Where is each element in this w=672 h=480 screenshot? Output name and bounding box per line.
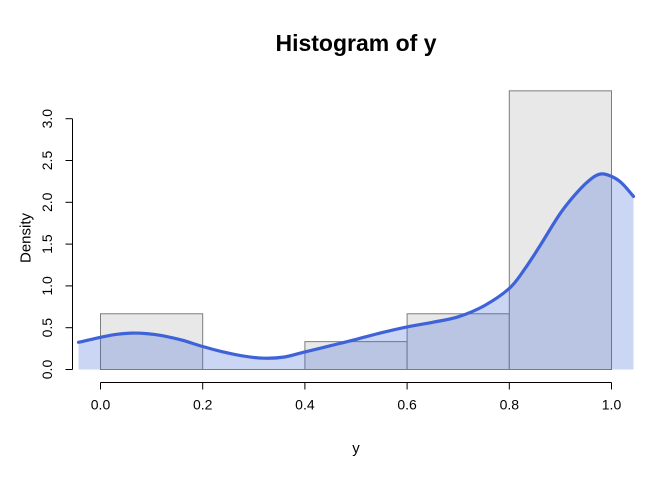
y-tick-label: 1.0 (39, 276, 55, 296)
x-tick-label: 1.0 (602, 397, 622, 413)
x-tick-label: 0.4 (295, 397, 315, 413)
y-tick-label: 0.0 (39, 360, 55, 380)
density-fill (78, 173, 634, 370)
x-tick-label: 0.2 (193, 397, 213, 413)
density-curve (76, 172, 636, 360)
x-tick-label: 0.0 (91, 397, 111, 413)
chart-title: Histogram of y (275, 30, 437, 56)
y-tick-label: 2.5 (39, 151, 55, 171)
y-tick-label: 2.0 (39, 192, 55, 212)
histogram-bar (508, 90, 612, 370)
y-tick-label: 3.0 (39, 109, 55, 129)
x-tick-label: 0.6 (397, 397, 417, 413)
y-tick-label: 0.5 (39, 318, 55, 338)
x-tick-label: 0.8 (500, 397, 520, 413)
x-axis-title: y (352, 440, 360, 457)
y-tick-label: 1.5 (39, 234, 55, 254)
